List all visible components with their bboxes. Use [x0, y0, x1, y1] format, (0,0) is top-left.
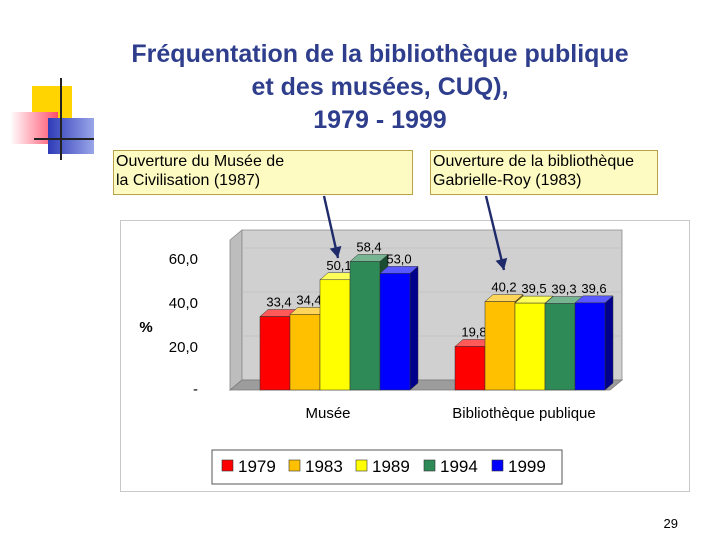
arrow-musee-head — [329, 245, 342, 258]
bar-1-0 — [454, 346, 486, 391]
x-category-label-1: Bibliothèque publique — [452, 405, 595, 422]
data-label-1-2: 39,5 — [521, 281, 546, 296]
legend-box — [211, 449, 563, 485]
data-label-0-3: 58,4 — [356, 240, 381, 255]
title-line-1: Fréquentation de la bibliothèque publiqu… — [131, 40, 629, 68]
x-category-label-0: Musée — [305, 405, 350, 422]
data-label-0-1: 34,4 — [296, 292, 321, 307]
data-label-1-0: 19,8 — [461, 324, 486, 339]
legend-label-1: 1983 — [305, 457, 343, 476]
y-tick-label-3: 60,0 — [169, 251, 198, 268]
bar-side-1-4 — [604, 295, 614, 391]
annotation-bibliotheque-line-1: Ouverture de la bibliothèque — [433, 153, 635, 170]
slide-title: Fréquentation de la bibliothèque publiqu… — [40, 38, 720, 137]
annotation-musee-line-2: la Civilisation (1987) — [116, 172, 261, 189]
legend-swatch-4 — [491, 459, 504, 472]
legend-swatch-1 — [288, 459, 301, 472]
bar-1-4 — [574, 302, 606, 391]
chart-side-wall — [229, 229, 243, 391]
decor-vertical-line — [60, 78, 62, 160]
legend-label-4: 1999 — [508, 457, 546, 476]
legend-swatch-3 — [423, 459, 436, 472]
data-label-1-3: 39,3 — [551, 282, 576, 297]
data-label-1-1: 40,2 — [491, 280, 516, 295]
bar-0-0 — [259, 316, 291, 391]
bar-1-2 — [514, 302, 546, 391]
decor-horizontal-line — [34, 138, 94, 140]
bar-side-0-4 — [409, 265, 419, 391]
annotation-bibliotheque: Ouverture de la bibliothèque Gabrielle-R… — [430, 150, 658, 195]
legend-swatch-2 — [355, 459, 368, 472]
annotation-musee: Ouverture du Musée de la Civilisation (1… — [113, 150, 413, 195]
data-label-0-2: 50,1 — [326, 258, 351, 273]
bar-1-3 — [544, 303, 576, 391]
legend-label-3: 1994 — [440, 457, 478, 476]
data-label-1-4: 39,6 — [581, 281, 606, 296]
arrow-bibliotheque-line — [484, 195, 506, 271]
annotation-musee-line-1: Ouverture du Musée de — [116, 153, 285, 170]
arrow-bibliotheque-head — [495, 257, 508, 270]
data-label-0-0: 33,4 — [266, 295, 291, 310]
legend-label-0: 1979 — [238, 457, 276, 476]
data-label-0-4: 53,0 — [386, 251, 411, 266]
bar-0-3 — [349, 261, 381, 391]
title-line-2: et des musées, CUQ), — [251, 73, 509, 101]
bar-1-1 — [484, 301, 516, 391]
title-line-3: 1979 - 1999 — [313, 106, 447, 134]
y-axis-label: % — [139, 319, 152, 336]
annotation-bibliotheque-line-2: Gabrielle-Roy (1983) — [433, 172, 582, 189]
page-number: 29 — [663, 516, 678, 531]
legend-label-2: 1989 — [372, 457, 410, 476]
bar-0-1 — [289, 314, 321, 391]
y-tick-label-0: - — [193, 381, 198, 398]
bar-0-4 — [379, 273, 411, 391]
y-tick-label-1: 20,0 — [169, 339, 198, 356]
decor-blue-square — [48, 118, 94, 154]
legend-swatch-0 — [221, 459, 234, 472]
bar-0-2 — [319, 279, 351, 391]
y-tick-label-2: 40,0 — [169, 295, 198, 312]
